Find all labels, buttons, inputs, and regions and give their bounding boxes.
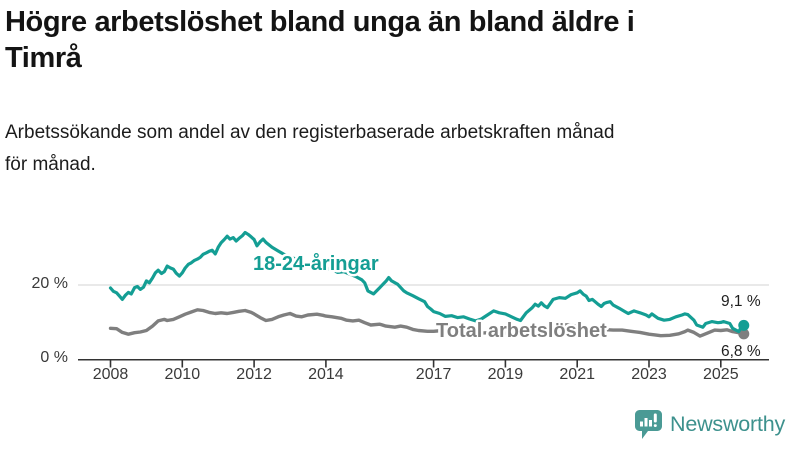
- series-line-1: [108, 308, 746, 338]
- series-line-0: [108, 230, 746, 334]
- bar-1: [640, 421, 643, 427]
- series-end-dot-1: [738, 328, 750, 340]
- x-tick-label-2019: 2019: [487, 366, 524, 383]
- x-tick-label-2012: 2012: [236, 366, 272, 383]
- title-line-1: Högre arbetslöshet bland unga än bland ä…: [5, 6, 635, 38]
- subtitle-line-2: för månad.: [5, 154, 96, 175]
- bar-3: [649, 420, 652, 427]
- plot-svg: 18-24-åringar Total arbetslöshet: [78, 230, 769, 368]
- series-label-1: Total arbetslöshet: [436, 320, 607, 342]
- x-tick-label-2021: 2021: [559, 366, 595, 383]
- line-chart: 18-24-åringar Total arbetslöshet 0 % 20 % 2…: [0, 200, 800, 400]
- page-title: Högre arbetslöshet bland unga än bland ä…: [5, 4, 780, 76]
- series-label-0: 18-24-åringar: [253, 252, 379, 275]
- end-value-label-1: 6,8 %: [721, 342, 761, 360]
- title-line-2: Timrå: [5, 42, 82, 74]
- x-tick-label-2023: 2023: [631, 366, 667, 383]
- x-tick-label-2008: 2008: [92, 366, 129, 383]
- x-tick-label-2010: 2010: [164, 366, 201, 383]
- y-tick-label-20: 20 %: [31, 275, 68, 292]
- x-tick-label-2014: 2014: [308, 366, 344, 383]
- exclamation-dot: [653, 424, 657, 427]
- newsworthy-logo[interactable]: Newsworthy: [634, 409, 785, 440]
- series-end-dot-0: [738, 319, 750, 331]
- y-tick-label-0: 0 %: [40, 349, 68, 366]
- brand-wordmark: Newsworthy: [670, 412, 786, 436]
- x-tick-label-2017: 2017: [415, 366, 452, 383]
- end-value-label-0: 9,1 %: [721, 293, 761, 311]
- bar-2: [644, 418, 648, 427]
- exclamation-bar: [653, 413, 657, 423]
- x-tick-label-2025: 2025: [703, 366, 739, 383]
- subtitle-line-1: Arbetssökande som andel av den registerb…: [5, 122, 615, 143]
- bar-chart-speech-bubble-icon: [635, 410, 662, 439]
- chart-subtitle: Arbetssökande som andel av den registerb…: [5, 117, 785, 181]
- speech-bubble-shape: [635, 410, 662, 439]
